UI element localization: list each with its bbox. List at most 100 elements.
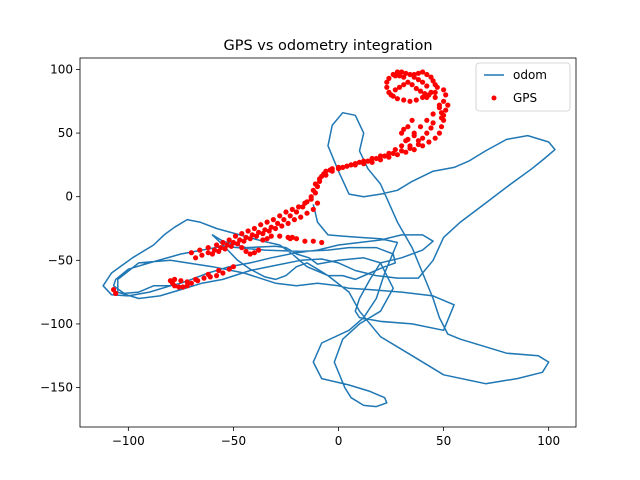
gps-point xyxy=(283,209,289,215)
gps-point xyxy=(399,143,405,149)
gps-point xyxy=(199,252,205,258)
gps-point xyxy=(220,239,226,246)
y-axis: −150 −100 −50 0 50 100 xyxy=(40,62,80,395)
x-tick-label: 0 xyxy=(335,434,343,448)
gps-point xyxy=(310,238,316,244)
gps-point xyxy=(277,233,283,239)
gps-point xyxy=(392,87,398,93)
gps-point xyxy=(424,130,430,136)
gps-point xyxy=(422,91,428,97)
gps-point xyxy=(214,273,220,279)
gps-point xyxy=(216,248,222,254)
y-tick-label: 50 xyxy=(58,126,73,140)
gps-point xyxy=(277,213,283,219)
gps-point xyxy=(209,251,215,257)
gps-point xyxy=(399,130,405,136)
y-tick-label: −50 xyxy=(48,253,73,267)
gps-point xyxy=(382,153,388,159)
gps-point xyxy=(340,164,346,170)
gps-point xyxy=(298,214,304,220)
gps-point xyxy=(401,97,407,103)
gps-point xyxy=(260,237,266,243)
gps-point xyxy=(253,233,260,239)
gps-point xyxy=(369,159,375,165)
gps-point xyxy=(205,245,211,251)
gps-point xyxy=(409,117,415,123)
gps-point xyxy=(432,89,438,95)
gps-point xyxy=(251,250,257,256)
gps-point xyxy=(420,94,426,100)
gps-point xyxy=(180,284,186,290)
axes-frame xyxy=(79,57,577,428)
gps-point xyxy=(214,242,220,248)
gps-point xyxy=(228,243,234,249)
y-tick-label: 100 xyxy=(50,62,73,76)
gps-point xyxy=(413,97,419,103)
gps-point xyxy=(428,74,434,80)
gps-point xyxy=(224,242,230,248)
gps-point xyxy=(293,236,300,242)
gps-point xyxy=(443,92,449,98)
gps-point xyxy=(430,78,436,84)
gps-point xyxy=(443,107,449,113)
gps-point xyxy=(312,181,318,187)
gps-point xyxy=(188,250,194,256)
gps-point xyxy=(262,227,268,233)
gps-point xyxy=(319,239,325,246)
gps-point xyxy=(178,278,184,284)
gps-point xyxy=(403,149,409,155)
gps-point xyxy=(184,283,190,289)
gps-point xyxy=(289,206,295,212)
gps-point xyxy=(399,148,405,154)
gps-point xyxy=(394,152,400,158)
gps-point xyxy=(415,70,421,76)
gps-point xyxy=(184,279,190,285)
gps-point xyxy=(401,74,407,80)
legend-odom-label: odom xyxy=(513,68,547,82)
gps-point xyxy=(167,278,173,284)
gps-point xyxy=(113,290,119,296)
gps-point xyxy=(377,157,384,163)
gps-point xyxy=(211,247,218,253)
gps-point xyxy=(420,79,426,85)
gps-point xyxy=(407,71,413,78)
gps-point xyxy=(230,264,236,270)
gps-point xyxy=(386,150,392,156)
gps-point xyxy=(243,234,249,240)
gps-point xyxy=(249,232,255,238)
gps-point xyxy=(392,73,398,79)
gps-point xyxy=(405,79,411,85)
gps-point xyxy=(415,138,421,144)
gps-point xyxy=(291,217,297,223)
gps-point xyxy=(403,138,409,144)
gps-point xyxy=(396,84,403,90)
gps-point xyxy=(438,124,445,130)
gps-point xyxy=(384,79,390,85)
gps-point xyxy=(111,287,117,293)
gps-point xyxy=(411,71,417,78)
gps-point xyxy=(430,120,436,126)
gps-point xyxy=(193,276,199,282)
gps-point xyxy=(432,94,438,100)
gps-point xyxy=(232,233,239,239)
gps-point xyxy=(220,270,226,276)
legend: odom GPS xyxy=(475,62,571,112)
x-tick-label: 100 xyxy=(537,434,560,448)
gps-point xyxy=(239,231,245,237)
gps-point xyxy=(428,125,434,131)
x-tick-label: −100 xyxy=(112,434,145,448)
gps-point xyxy=(445,102,451,108)
gps-point xyxy=(426,139,432,145)
gps-point xyxy=(390,150,396,156)
gps-point xyxy=(441,87,447,93)
gps-point xyxy=(392,147,398,153)
series-line-odom xyxy=(102,111,556,408)
gps-point xyxy=(310,187,316,193)
gps-point xyxy=(314,200,321,206)
gps-point xyxy=(373,155,379,162)
gps-point xyxy=(310,206,316,212)
gps-point xyxy=(420,69,426,75)
y-tick-label: 0 xyxy=(65,190,73,204)
gps-point xyxy=(405,124,411,130)
gps-point xyxy=(247,251,253,257)
